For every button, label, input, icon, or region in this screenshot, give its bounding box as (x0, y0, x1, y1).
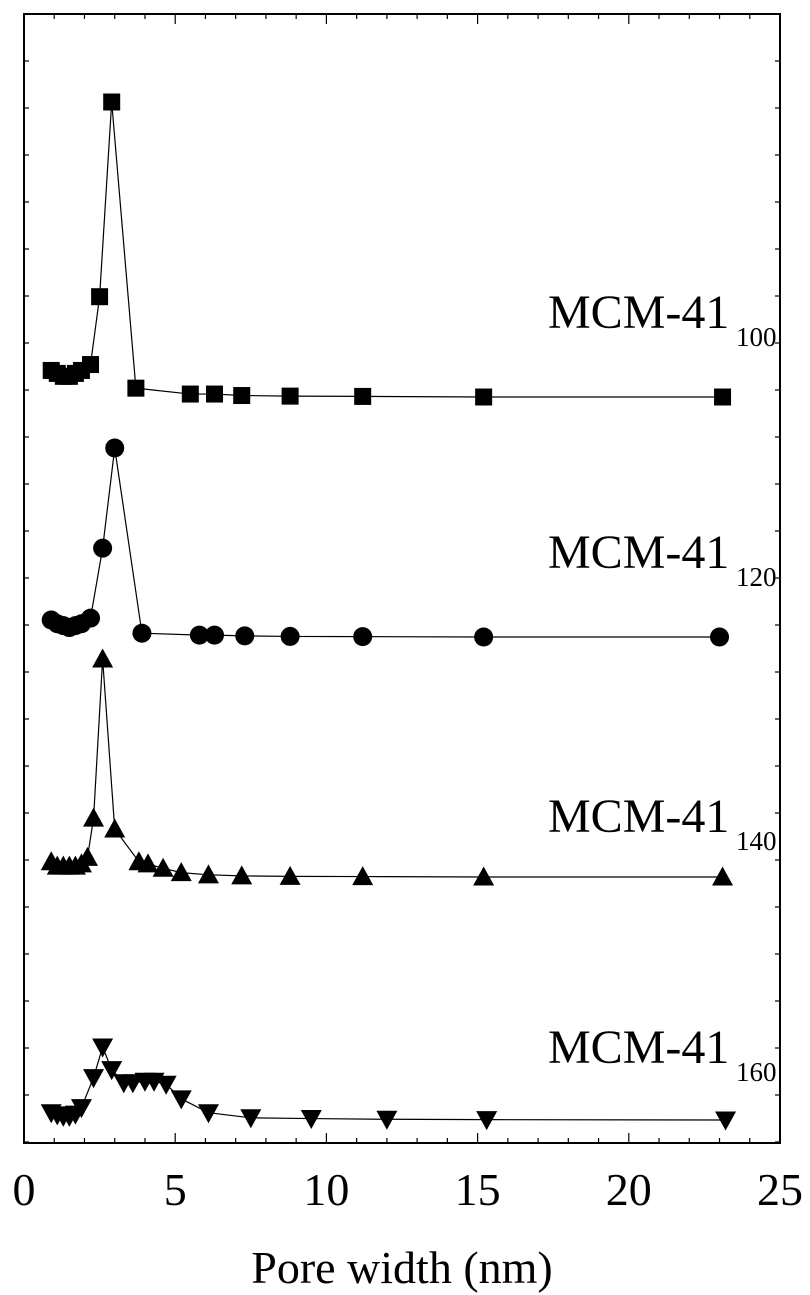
data-point-triangle-down (155, 1075, 177, 1095)
data-point-triangle-up (712, 866, 734, 886)
data-point-triangle-up (152, 857, 174, 877)
data-point-square (127, 379, 145, 397)
data-point-circle (105, 438, 125, 458)
data-point-square (103, 93, 121, 111)
data-point-circle (280, 626, 300, 646)
data-point-square (82, 356, 100, 374)
data-point-triangle-up (77, 846, 99, 866)
data-point-triangle-up (352, 866, 374, 886)
data-point-triangle-down (476, 1111, 498, 1131)
series-label-subscript: 160 (736, 1057, 777, 1087)
data-point-square (233, 387, 251, 405)
data-point-triangle-up (231, 865, 253, 885)
data-point-triangle-up (170, 862, 192, 882)
data-point-triangle-down (170, 1090, 192, 1110)
data-point-circle (93, 538, 113, 558)
data-point-triangle-down (376, 1110, 398, 1130)
series-label: MCM-41 (548, 1021, 729, 1074)
data-series (40, 93, 737, 1131)
series-100 (42, 93, 732, 406)
series-line (50, 658, 723, 878)
x-tick-label: 5 (164, 1164, 187, 1215)
data-point-triangle-up (92, 648, 114, 668)
data-point-square (181, 385, 199, 403)
data-point-triangle-down (300, 1110, 322, 1130)
series-140 (40, 648, 734, 886)
data-point-triangle-up (104, 818, 126, 838)
series-line (50, 101, 723, 398)
data-point-square (714, 388, 732, 406)
data-point-circle (710, 627, 730, 647)
data-point-triangle-up (473, 866, 495, 886)
data-point-square (475, 388, 493, 406)
data-point-triangle-up (137, 853, 159, 873)
x-tick-label: 0 (13, 1164, 36, 1215)
data-point-triangle-up (279, 865, 301, 885)
data-point-square (281, 387, 299, 405)
data-point-circle (132, 623, 152, 643)
data-point-triangle-down (92, 1038, 114, 1058)
data-point-triangle-up (197, 864, 219, 884)
x-tick-label: 25 (757, 1164, 803, 1215)
data-point-circle (474, 627, 494, 647)
data-point-circle (189, 625, 209, 645)
x-axis-label: Pore width (nm) (251, 1242, 553, 1293)
data-point-triangle-up (83, 807, 105, 827)
data-point-triangle-down (70, 1099, 92, 1119)
data-point-circle (81, 608, 101, 628)
data-point-triangle-down (197, 1104, 219, 1124)
data-point-triangle-down (240, 1109, 262, 1129)
data-point-circle (235, 626, 255, 646)
data-point-square (206, 385, 224, 403)
series-120 (41, 438, 730, 647)
data-point-triangle-down (83, 1069, 105, 1089)
data-point-triangle-down (715, 1111, 737, 1131)
series-label-subscript: 120 (736, 562, 777, 592)
data-point-circle (353, 627, 373, 647)
x-tick-label: 15 (455, 1164, 501, 1215)
x-tick-label: 10 (303, 1164, 349, 1215)
series-label: MCM-41 (548, 286, 729, 339)
series-160 (40, 1038, 737, 1131)
series-label-subscript: 140 (736, 826, 777, 856)
x-tick-label: 20 (606, 1164, 652, 1215)
series-label-subscript: 100 (736, 322, 777, 352)
data-point-circle (205, 625, 225, 645)
data-point-square (91, 288, 109, 306)
series-label: MCM-41 (548, 526, 729, 579)
data-point-triangle-down (101, 1061, 123, 1081)
data-point-square (354, 387, 372, 405)
axis-ticks: 0 5 10 15 20 25 (13, 14, 803, 1215)
series-label: MCM-41 (548, 790, 729, 843)
